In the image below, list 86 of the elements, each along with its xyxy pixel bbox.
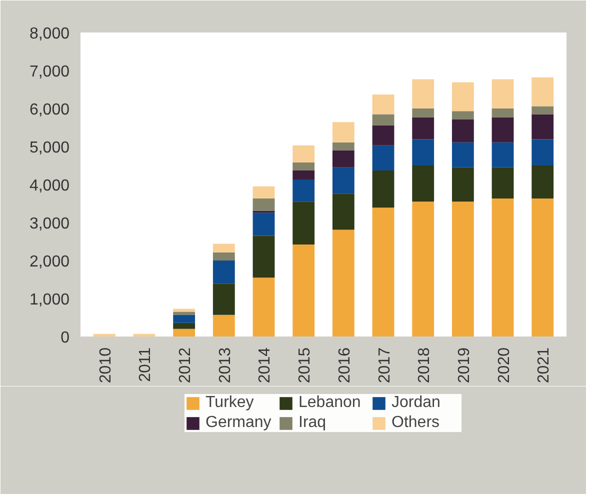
bar	[212, 284, 235, 315]
legend-label: Germany	[206, 414, 272, 432]
bar	[292, 145, 315, 162]
bar	[332, 194, 354, 230]
bar	[412, 108, 434, 118]
y-tick-label: 2,000	[29, 254, 70, 270]
bar	[252, 198, 275, 211]
bar	[173, 312, 196, 315]
y-tick-label: 1,000	[29, 292, 70, 308]
legend-label: Others	[392, 414, 441, 432]
legend-label: Lebanon	[298, 394, 362, 412]
bar	[532, 166, 554, 199]
bar	[532, 114, 554, 140]
bar	[452, 111, 474, 120]
x-tick-label: 2013	[216, 347, 234, 384]
bar	[252, 236, 275, 278]
bar	[252, 212, 275, 236]
bar	[492, 79, 514, 108]
x-tick-label: 2011	[137, 347, 154, 382]
legend-label: Jordan	[392, 394, 442, 412]
bar	[292, 162, 315, 170]
y-tick-label: 8,000	[29, 26, 70, 42]
bar	[173, 308, 196, 312]
bar	[412, 139, 434, 166]
y-tick-label: 5,000	[29, 140, 70, 156]
bar	[332, 167, 354, 194]
bar	[532, 77, 554, 106]
y-tick-label: 7,000	[29, 64, 70, 80]
bar	[452, 167, 474, 202]
x-tick-label: 2017	[376, 347, 394, 384]
bar	[212, 314, 235, 336]
bar	[173, 322, 196, 329]
bar	[532, 106, 554, 114]
bar	[212, 260, 235, 284]
bar	[412, 117, 434, 140]
bar	[532, 139, 554, 166]
bar	[292, 202, 315, 245]
bar	[372, 114, 394, 126]
bar	[332, 230, 354, 336]
bar	[173, 314, 196, 323]
bar	[452, 82, 474, 112]
x-tick-label: 2021	[536, 347, 553, 384]
bar	[492, 117, 514, 142]
y-tick-label: 3,000	[29, 216, 70, 232]
bar	[332, 150, 354, 168]
bar	[252, 278, 275, 336]
bar	[532, 198, 554, 336]
bar	[372, 208, 394, 336]
x-tick-label: 2014	[256, 347, 274, 384]
bar	[372, 145, 394, 170]
bar	[452, 120, 474, 142]
x-tick-label: 2010	[97, 347, 114, 384]
bar	[372, 125, 394, 146]
bar	[492, 108, 514, 118]
x-tick-label: 2012	[177, 347, 194, 384]
bar	[332, 142, 354, 150]
bar	[332, 122, 354, 142]
x-tick-label: 2018	[416, 347, 434, 384]
bar	[412, 166, 434, 202]
y-tick-label: 6,000	[29, 102, 70, 118]
x-tick-label: 2019	[456, 347, 473, 384]
y-tick-label: 4,000	[29, 178, 70, 194]
bar	[212, 244, 235, 253]
bar	[292, 180, 315, 202]
bar	[212, 252, 235, 260]
bar	[252, 186, 275, 199]
legend-label: Turkey	[206, 394, 255, 412]
bar	[133, 334, 156, 336]
bar	[292, 244, 315, 336]
x-tick-label: 2020	[496, 347, 513, 384]
x-tick-label: 2016	[336, 347, 354, 384]
x-tick-label: 2015	[296, 347, 314, 384]
bar	[452, 142, 474, 168]
bar	[492, 198, 514, 336]
bar	[412, 202, 434, 336]
bar	[372, 94, 394, 114]
y-tick-label: 0	[60, 330, 70, 346]
bar	[412, 79, 434, 108]
bar	[173, 328, 196, 336]
bar	[492, 142, 514, 168]
bar	[93, 334, 116, 336]
bar	[492, 167, 514, 199]
bar	[452, 202, 474, 336]
bar	[372, 170, 394, 208]
bar	[292, 170, 315, 180]
legend-label: Iraq	[298, 414, 328, 432]
